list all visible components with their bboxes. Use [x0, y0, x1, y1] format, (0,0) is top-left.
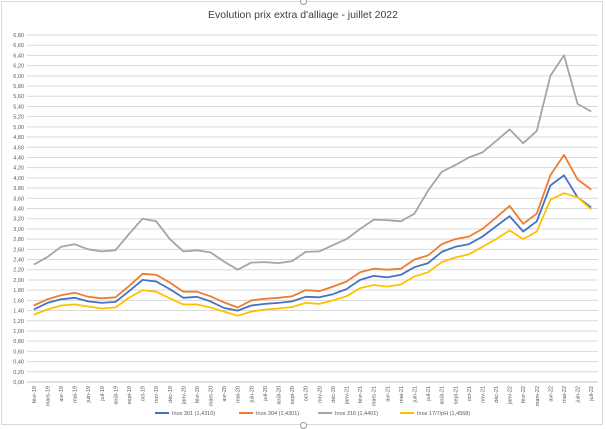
y-tick-label: 1,80 — [13, 288, 24, 294]
y-tick-label: 6,40 — [13, 53, 24, 59]
legend-label-3: Inox 17/7/pH (1,4568) — [417, 411, 470, 417]
y-tick-label: 2,20 — [13, 268, 24, 274]
x-tick-label: juil-21 — [426, 386, 432, 402]
y-tick-label: 6,00 — [13, 74, 24, 80]
y-tick-label: 0,00 — [13, 380, 24, 386]
y-tick-label: 3,00 — [13, 227, 24, 233]
x-tick-label: mai-19 — [73, 386, 79, 403]
x-tick-label: janv-20 — [181, 386, 187, 405]
y-tick-label: 2,00 — [13, 278, 24, 284]
x-tick-label: mai-20 — [236, 386, 242, 403]
x-tick-label: nov-20 — [317, 386, 323, 403]
x-tick-label: nov-19 — [154, 386, 160, 403]
x-tick-label: oct-20 — [304, 386, 310, 401]
x-tick-label: août-19 — [113, 386, 119, 405]
legend-label-1: Inox 304 (1,4301) — [256, 411, 299, 417]
x-tick-label: déc-19 — [168, 386, 174, 403]
x-tick-label: juin-19 — [86, 386, 92, 404]
y-tick-label: 3,80 — [13, 186, 24, 192]
resize-handle-top[interactable] — [300, 0, 307, 5]
x-tick-label: févr-22 — [521, 386, 527, 403]
y-tick-label: 2,60 — [13, 247, 24, 253]
x-tick-label: févr-19 — [32, 386, 38, 403]
series-line-1 — [33, 154, 592, 309]
y-tick-label: 4,40 — [13, 155, 24, 161]
y-tick-label: 1,60 — [13, 298, 24, 304]
x-tick-label: févr-20 — [195, 386, 201, 403]
y-tick-label: 5,00 — [13, 125, 24, 131]
y-tick-label: 5,40 — [13, 104, 24, 110]
x-tick-label: avr-21 — [385, 386, 391, 402]
x-tick-label: déc-20 — [331, 386, 337, 403]
x-tick-label: sept-21 — [453, 386, 459, 404]
x-tick-label: oct-19 — [141, 386, 147, 401]
x-tick-label: juil-20 — [263, 386, 269, 402]
x-tick-label: mai-22 — [562, 386, 568, 403]
x-tick-label: juin-22 — [576, 386, 582, 404]
x-tick-label: mars-19 — [45, 386, 51, 406]
x-tick-label: juil-22 — [589, 386, 595, 402]
y-tick-label: 0,80 — [13, 339, 24, 345]
x-tick-label: juin-20 — [249, 386, 255, 404]
series-line-3 — [33, 192, 592, 317]
x-tick-label: janv-22 — [508, 386, 514, 405]
x-tick-label: juil-19 — [100, 386, 106, 402]
y-tick-label: 5,80 — [13, 84, 24, 90]
x-tick-label: sept-20 — [290, 386, 296, 404]
series-line-0 — [33, 174, 592, 312]
x-tick-label: mars-20 — [209, 386, 215, 406]
y-tick-label: 3,60 — [13, 196, 24, 202]
legend-label-2: Inox 316 (1,4401) — [335, 411, 378, 417]
x-tick-label: août-21 — [440, 386, 446, 405]
y-tick-label: 4,00 — [13, 176, 24, 182]
x-tick-label: avr-22 — [548, 386, 554, 402]
y-tick-label: 6,80 — [13, 33, 24, 39]
chart-title: Evolution prix extra d'alliage - juillet… — [208, 9, 398, 21]
y-tick-label: 2,40 — [13, 258, 24, 264]
y-tick-label: 0,20 — [13, 370, 24, 376]
x-tick-label: févr-21 — [358, 386, 364, 403]
x-tick-label: juin-21 — [412, 386, 418, 404]
x-tick-label: sept-19 — [127, 386, 133, 404]
y-tick-label: 5,20 — [13, 115, 24, 121]
y-tick-label: 3,40 — [13, 207, 24, 213]
y-tick-label: 4,20 — [13, 166, 24, 172]
y-tick-label: 3,20 — [13, 217, 24, 223]
x-tick-label: oct-21 — [467, 386, 473, 401]
legend-label-0: Inox 301 (1,4310) — [172, 411, 215, 417]
x-tick-label: avr-20 — [222, 386, 228, 402]
y-tick-label: 4,80 — [13, 135, 24, 141]
x-tick-label: mai-21 — [399, 386, 405, 403]
y-tick-label: 2,80 — [13, 237, 24, 243]
y-tick-label: 6,60 — [13, 43, 24, 49]
x-tick-label: avr-19 — [59, 386, 65, 402]
series-line-2 — [33, 54, 592, 271]
x-tick-label: déc-21 — [494, 386, 500, 403]
y-tick-label: 1,20 — [13, 319, 24, 325]
y-tick-label: 6,20 — [13, 64, 24, 70]
x-tick-label: nov-21 — [480, 386, 486, 403]
x-tick-label: mars-21 — [372, 386, 378, 406]
x-tick-label: août-20 — [277, 386, 283, 405]
y-tick-label: 1,40 — [13, 309, 24, 315]
y-tick-label: 4,60 — [13, 145, 24, 151]
x-tick-label: mars-22 — [535, 386, 541, 406]
y-tick-label: 0,40 — [13, 360, 24, 366]
y-tick-label: 0,60 — [13, 349, 24, 355]
y-tick-label: 5,60 — [13, 94, 24, 100]
y-tick-label: 1,00 — [13, 329, 24, 335]
x-tick-label: janv-21 — [344, 386, 350, 405]
